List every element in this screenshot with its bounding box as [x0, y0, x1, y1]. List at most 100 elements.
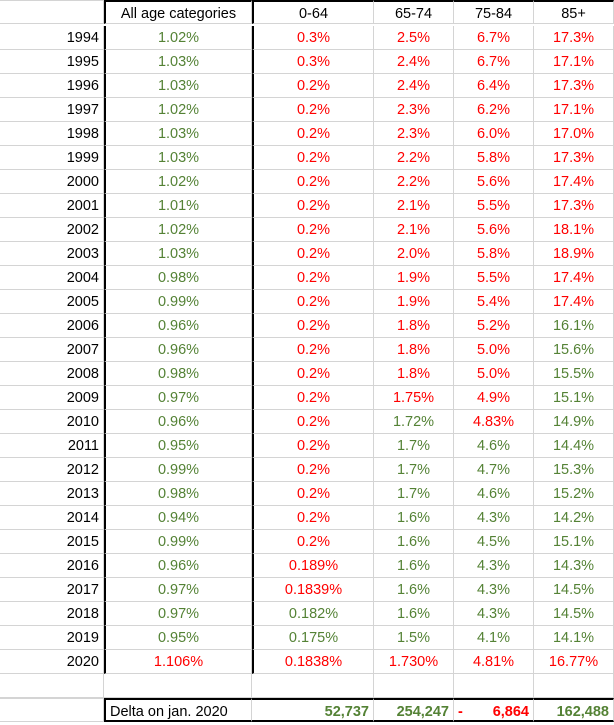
year-label[interactable]: 2020 — [0, 650, 104, 674]
year-label[interactable]: 1994 — [0, 26, 104, 50]
age-0-64-cell[interactable]: 0.2% — [252, 458, 374, 482]
age-0-64-cell[interactable]: 0.2% — [252, 74, 374, 98]
year-label[interactable]: 2004 — [0, 266, 104, 290]
age-0-64-cell[interactable]: 0.2% — [252, 530, 374, 554]
year-label[interactable]: 2002 — [0, 218, 104, 242]
all-age-cell[interactable]: 0.98% — [104, 266, 252, 290]
age-65-74-cell[interactable]: 1.8% — [374, 338, 454, 362]
age-75-84-cell[interactable]: 4.3% — [454, 602, 534, 626]
age-85-plus-cell[interactable]: 18.9% — [534, 242, 614, 266]
age-0-64-cell[interactable]: 0.2% — [252, 434, 374, 458]
age-0-64-cell[interactable]: 0.2% — [252, 170, 374, 194]
column-header[interactable]: 85+ — [534, 0, 614, 24]
age-75-84-cell[interactable]: 4.83% — [454, 410, 534, 434]
age-0-64-cell[interactable]: 0.2% — [252, 218, 374, 242]
age-0-64-cell[interactable]: 0.2% — [252, 338, 374, 362]
empty-cell[interactable] — [0, 698, 104, 722]
year-label[interactable]: 1999 — [0, 146, 104, 170]
age-65-74-cell[interactable]: 2.4% — [374, 50, 454, 74]
age-75-84-cell[interactable]: 6.4% — [454, 74, 534, 98]
age-65-74-cell[interactable]: 2.3% — [374, 98, 454, 122]
column-header[interactable]: 75-84 — [454, 0, 534, 24]
all-age-cell[interactable]: 0.97% — [104, 602, 252, 626]
age-0-64-cell[interactable]: 0.2% — [252, 194, 374, 218]
age-85-plus-cell[interactable]: 17.0% — [534, 122, 614, 146]
all-age-cell[interactable]: 1.03% — [104, 146, 252, 170]
age-75-84-cell[interactable]: 4.3% — [454, 578, 534, 602]
age-75-84-cell[interactable]: 5.0% — [454, 362, 534, 386]
column-header[interactable]: 0-64 — [252, 0, 374, 24]
age-85-plus-cell[interactable]: 17.3% — [534, 26, 614, 50]
age-75-84-cell[interactable]: 4.3% — [454, 554, 534, 578]
age-65-74-cell[interactable]: 2.4% — [374, 74, 454, 98]
year-label[interactable]: 2010 — [0, 410, 104, 434]
all-age-cell[interactable]: 1.01% — [104, 194, 252, 218]
year-label[interactable]: 2013 — [0, 482, 104, 506]
year-label[interactable]: 2005 — [0, 290, 104, 314]
all-age-cell[interactable]: 0.97% — [104, 386, 252, 410]
all-age-cell[interactable]: 0.99% — [104, 530, 252, 554]
age-85-plus-cell[interactable]: 14.2% — [534, 506, 614, 530]
age-65-74-cell[interactable]: 2.0% — [374, 242, 454, 266]
age-65-74-cell[interactable]: 1.75% — [374, 386, 454, 410]
age-65-74-cell[interactable]: 1.6% — [374, 554, 454, 578]
year-label[interactable]: 2019 — [0, 626, 104, 650]
age-75-84-cell[interactable]: 5.8% — [454, 242, 534, 266]
age-0-64-cell[interactable]: 0.2% — [252, 386, 374, 410]
age-85-plus-cell[interactable]: 16.77% — [534, 650, 614, 674]
delta-value[interactable]: - 6,864 — [454, 698, 534, 722]
all-age-cell[interactable]: 1.02% — [104, 26, 252, 50]
age-85-plus-cell[interactable]: 17.4% — [534, 290, 614, 314]
age-0-64-cell[interactable]: 0.2% — [252, 482, 374, 506]
age-65-74-cell[interactable]: 1.9% — [374, 290, 454, 314]
age-0-64-cell[interactable]: 0.2% — [252, 410, 374, 434]
age-65-74-cell[interactable]: 2.2% — [374, 146, 454, 170]
age-85-plus-cell[interactable]: 15.1% — [534, 530, 614, 554]
empty-cell[interactable] — [0, 674, 104, 698]
age-85-plus-cell[interactable]: 17.3% — [534, 194, 614, 218]
all-age-cell[interactable]: 0.97% — [104, 578, 252, 602]
all-age-cell[interactable]: 1.03% — [104, 50, 252, 74]
age-75-84-cell[interactable]: 5.8% — [454, 146, 534, 170]
empty-cell[interactable] — [534, 674, 614, 698]
age-0-64-cell[interactable]: 0.2% — [252, 506, 374, 530]
age-65-74-cell[interactable]: 1.6% — [374, 578, 454, 602]
all-age-cell[interactable]: 1.02% — [104, 170, 252, 194]
year-label[interactable]: 1998 — [0, 122, 104, 146]
year-label[interactable]: 1996 — [0, 74, 104, 98]
age-0-64-cell[interactable]: 0.3% — [252, 50, 374, 74]
age-0-64-cell[interactable]: 0.2% — [252, 314, 374, 338]
age-65-74-cell[interactable]: 1.8% — [374, 314, 454, 338]
year-label[interactable]: 2008 — [0, 362, 104, 386]
age-65-74-cell[interactable]: 1.7% — [374, 458, 454, 482]
age-0-64-cell[interactable]: 0.175% — [252, 626, 374, 650]
all-age-cell[interactable]: 1.02% — [104, 218, 252, 242]
year-label[interactable]: 2007 — [0, 338, 104, 362]
age-0-64-cell[interactable]: 0.182% — [252, 602, 374, 626]
column-header[interactable]: 65-74 — [374, 0, 454, 24]
age-85-plus-cell[interactable]: 17.1% — [534, 98, 614, 122]
all-age-cell[interactable]: 1.03% — [104, 74, 252, 98]
age-75-84-cell[interactable]: 4.7% — [454, 458, 534, 482]
age-75-84-cell[interactable]: 5.5% — [454, 194, 534, 218]
age-65-74-cell[interactable]: 1.7% — [374, 434, 454, 458]
age-65-74-cell[interactable]: 2.5% — [374, 26, 454, 50]
age-65-74-cell[interactable]: 1.6% — [374, 506, 454, 530]
delta-label[interactable]: Delta on jan. 2020 — [104, 698, 252, 722]
age-65-74-cell[interactable]: 1.9% — [374, 266, 454, 290]
year-label[interactable]: 2011 — [0, 434, 104, 458]
age-65-74-cell[interactable]: 1.8% — [374, 362, 454, 386]
age-85-plus-cell[interactable]: 15.2% — [534, 482, 614, 506]
age-85-plus-cell[interactable]: 17.3% — [534, 146, 614, 170]
age-85-plus-cell[interactable]: 14.1% — [534, 626, 614, 650]
empty-cell[interactable] — [374, 674, 454, 698]
delta-value[interactable]: 162,488 — [534, 698, 614, 722]
year-label[interactable]: 2009 — [0, 386, 104, 410]
year-label[interactable]: 2003 — [0, 242, 104, 266]
all-age-cell[interactable]: 0.95% — [104, 626, 252, 650]
age-65-74-cell[interactable]: 2.3% — [374, 122, 454, 146]
age-0-64-cell[interactable]: 0.2% — [252, 122, 374, 146]
age-75-84-cell[interactable]: 5.0% — [454, 338, 534, 362]
age-85-plus-cell[interactable]: 15.5% — [534, 362, 614, 386]
year-label[interactable]: 1997 — [0, 98, 104, 122]
